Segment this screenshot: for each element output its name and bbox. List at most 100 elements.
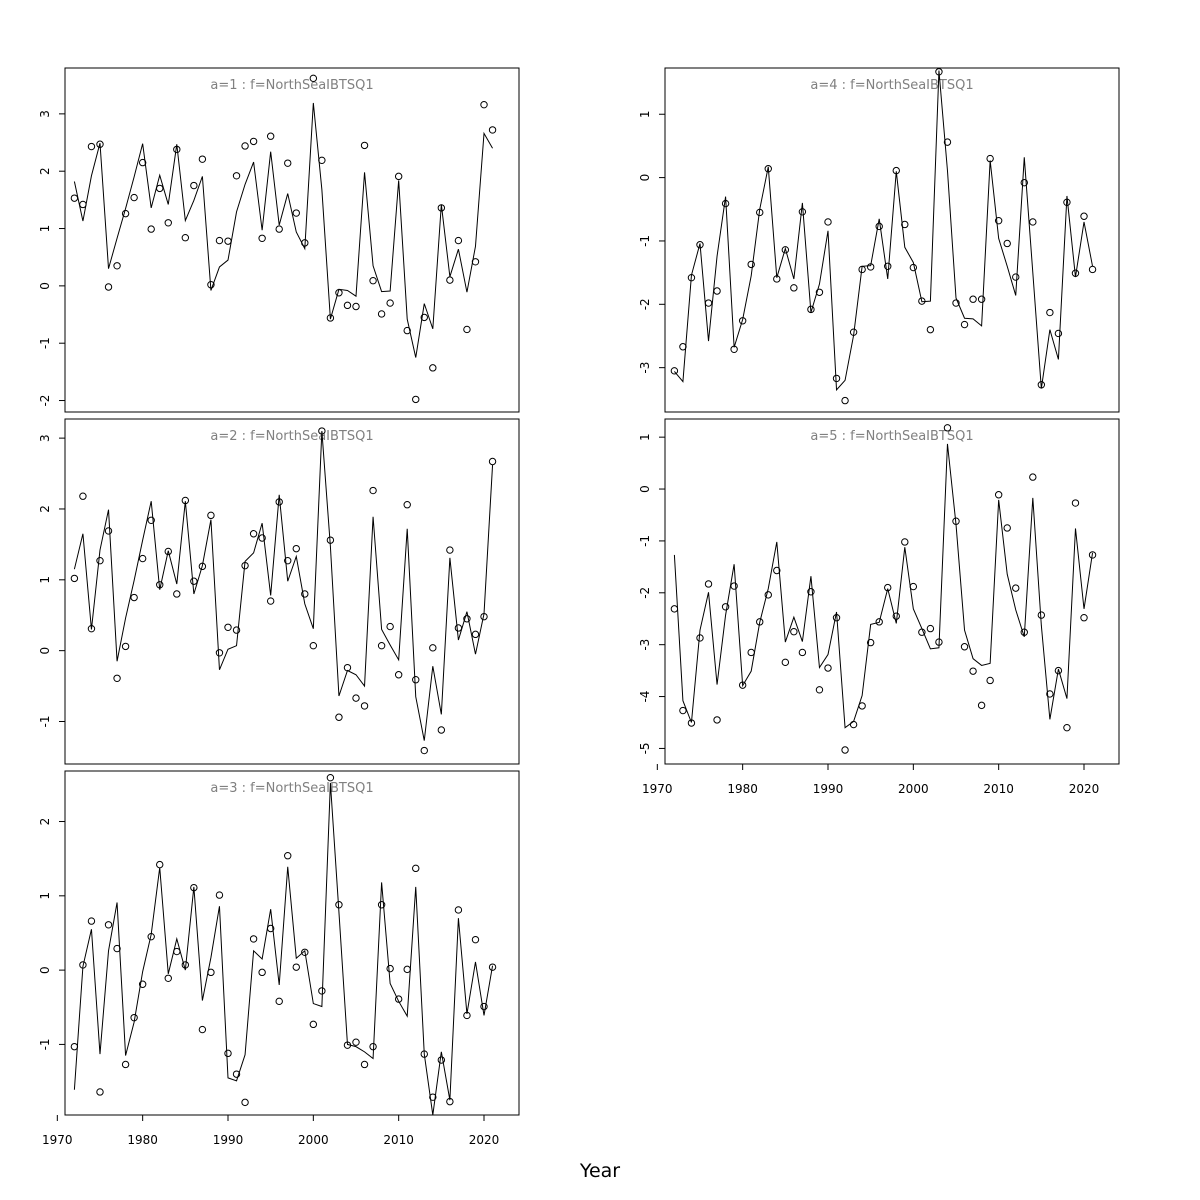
observed-point (909, 263, 918, 272)
observed-point (463, 615, 471, 623)
y-tick-label: 2 (38, 818, 52, 826)
observed-point (437, 726, 446, 734)
observed-point (292, 209, 300, 217)
x-tick-label: 1980 (727, 782, 758, 796)
observed-point (258, 968, 266, 977)
observed-point (121, 209, 130, 218)
observed-point (977, 701, 986, 710)
observed-point (403, 326, 411, 335)
observed-point (352, 302, 360, 311)
y-tick-label: 2 (38, 167, 52, 175)
observed-point (224, 237, 232, 245)
observed-point (815, 686, 824, 694)
observed-point (198, 1025, 207, 1034)
y-tick-label: 0 (638, 485, 652, 493)
observed-point (70, 194, 79, 202)
observed-point (454, 236, 463, 245)
observed-point (429, 644, 437, 652)
observed-point (875, 222, 883, 231)
observed-point (309, 74, 318, 83)
observed-point (1029, 218, 1037, 226)
x-tick-label: 1970 (642, 782, 673, 796)
observed-point (377, 901, 386, 909)
observed-point (969, 295, 977, 303)
observed-point (96, 1088, 104, 1096)
observed-point (377, 641, 386, 650)
x-tick-label: 1970 (42, 1133, 73, 1147)
observed-point (1012, 584, 1020, 592)
observed-point (104, 921, 113, 929)
fitted-line (673, 443, 1094, 729)
observed-point (849, 720, 858, 729)
observed-point (266, 597, 275, 605)
observed-point (224, 623, 232, 631)
observed-point (138, 554, 147, 563)
observed-point (403, 965, 411, 974)
observed-point (258, 534, 266, 542)
observed-point (977, 295, 986, 303)
fitted-line (73, 102, 493, 358)
observed-point (926, 325, 935, 334)
observed-point (412, 864, 420, 873)
observed-point (360, 141, 369, 150)
y-tick-label: -2 (638, 587, 652, 599)
observed-point (173, 590, 181, 598)
x-tick-label: 2020 (469, 1133, 500, 1147)
observed-point (747, 648, 755, 657)
x-tick-label: 2010 (383, 1133, 414, 1147)
observed-point (232, 172, 241, 180)
panel-a4: a=4 : f=NorthSeaIBTSQ1 -3 -2 -1 0 1 (638, 67, 1120, 413)
x-tick-label: 1990 (213, 1133, 244, 1147)
x-tick-label: 2010 (983, 782, 1014, 796)
observed-point (841, 746, 849, 754)
observed-point (113, 262, 121, 270)
observed-point (249, 935, 258, 943)
observed-point (147, 516, 155, 524)
observed-point (266, 132, 275, 140)
observed-point (480, 100, 488, 109)
observed-point (747, 260, 755, 269)
observed-point (446, 276, 454, 284)
observed-point (721, 603, 730, 611)
panel-title: a=4 : f=NorthSeaIBTSQ1 (810, 78, 973, 93)
observed-point (790, 284, 798, 292)
observed-point (704, 299, 713, 307)
observed-point (190, 181, 198, 190)
panel-title: a=1 : f=NorthSeaIBTSQ1 (210, 78, 373, 93)
observed-point (1080, 212, 1088, 220)
observed-point (130, 593, 138, 602)
observed-point (1088, 265, 1097, 274)
observed-point (207, 511, 215, 520)
plot-frame (64, 67, 520, 413)
observed-point (815, 288, 824, 296)
observed-point (471, 630, 480, 639)
plot-frame (64, 770, 520, 1116)
observed-point (369, 277, 377, 285)
observed-point (130, 193, 138, 202)
observed-point (343, 301, 352, 310)
observed-point (232, 1070, 241, 1078)
x-tick-label: 1990 (813, 782, 844, 796)
observed-point (164, 219, 172, 227)
observed-point (986, 676, 994, 685)
observed-point (394, 671, 403, 679)
y-tick-label: 3 (38, 434, 52, 442)
observed-point (275, 997, 283, 1006)
observed-point (1003, 239, 1011, 248)
observed-point (326, 773, 335, 782)
observed-point (335, 713, 343, 721)
observed-point (960, 320, 969, 329)
observed-point (96, 556, 104, 565)
observed-point (224, 1049, 232, 1058)
observed-point (156, 184, 164, 193)
observed-point (241, 1098, 249, 1107)
observed-point (488, 963, 497, 971)
observed-point (471, 935, 480, 944)
x-tick-label: 2000 (898, 782, 929, 796)
observed-point (1003, 524, 1011, 532)
observed-point (909, 582, 918, 591)
observed-point (866, 638, 875, 647)
observed-point (884, 583, 892, 592)
x-tick-label: 1980 (127, 1133, 158, 1147)
y-tick-label: 1 (38, 576, 52, 584)
